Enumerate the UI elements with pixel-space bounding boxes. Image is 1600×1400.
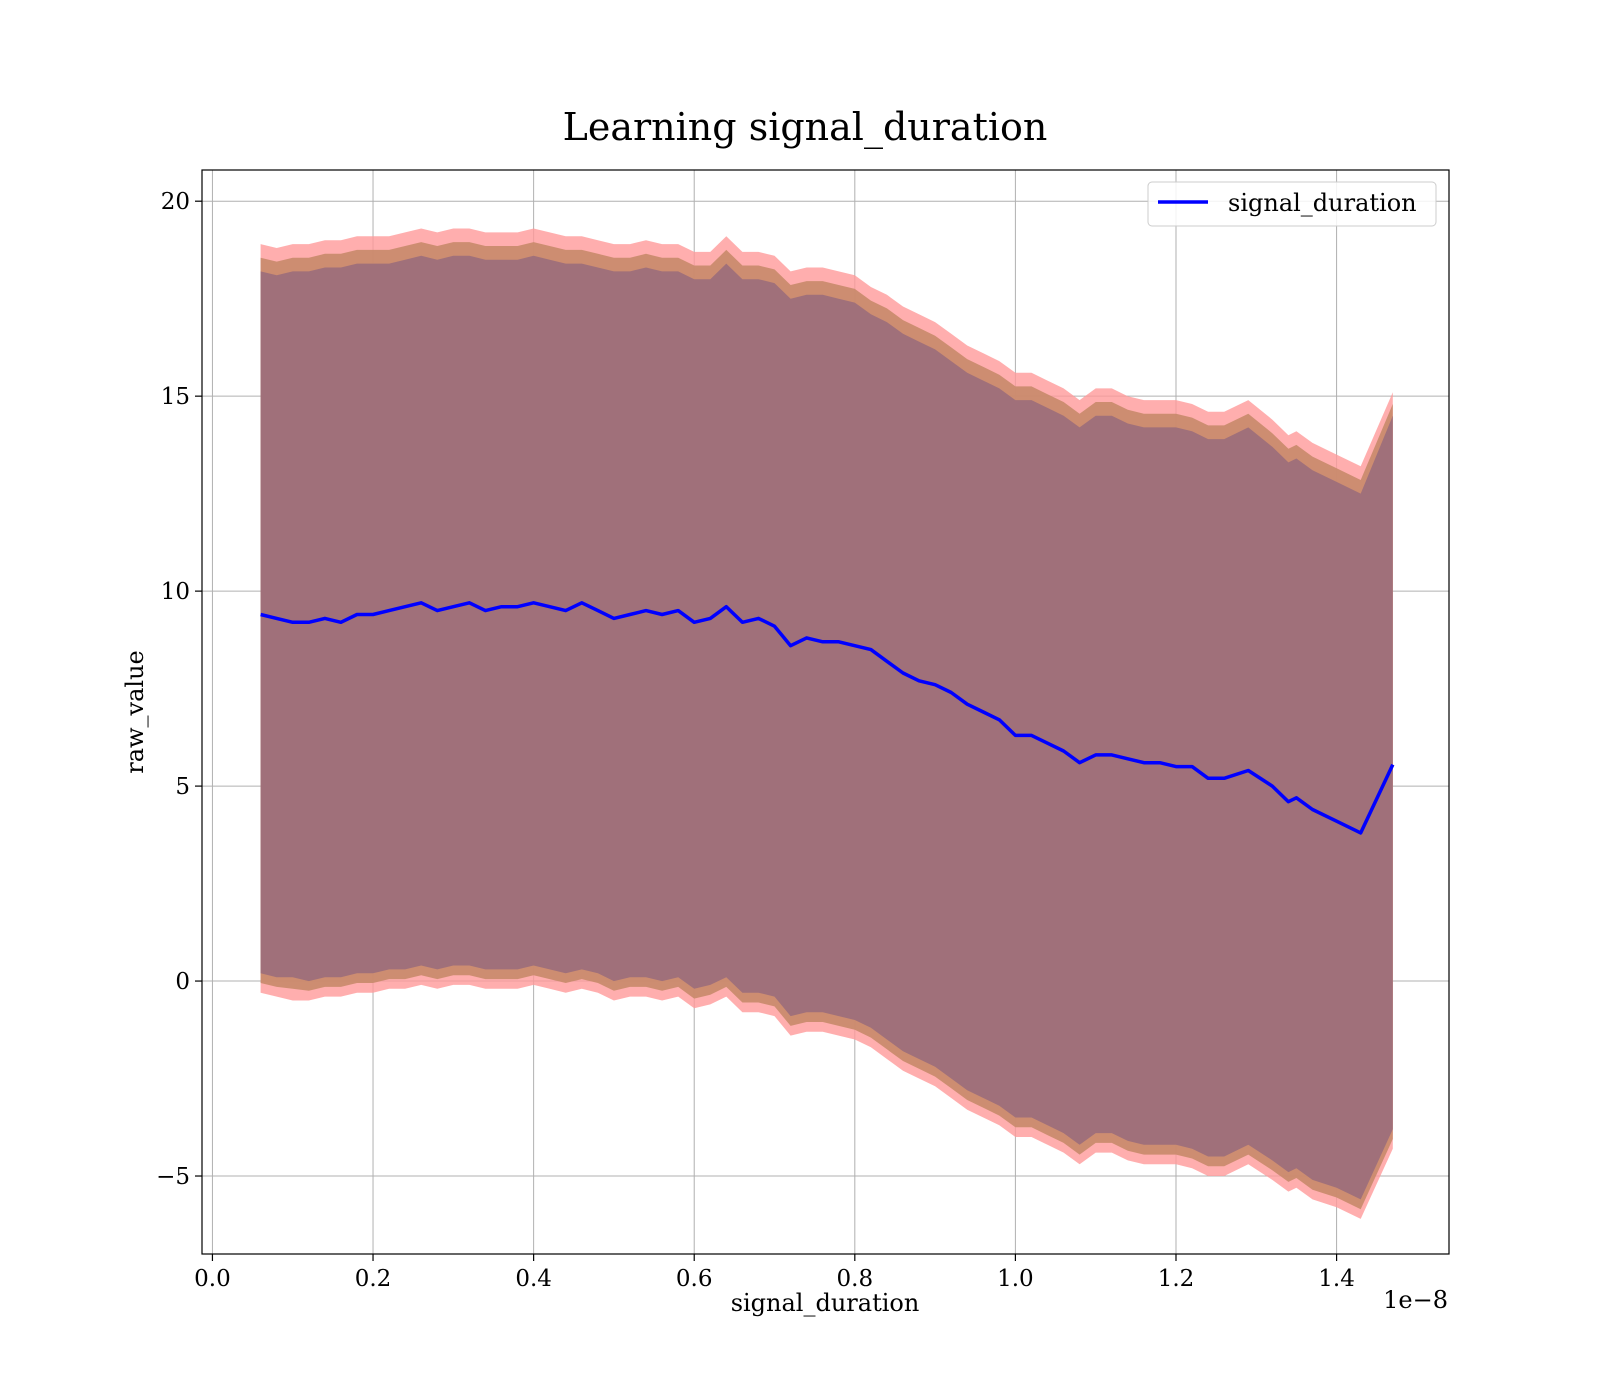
x-tick-label: 1.4 <box>1318 1266 1355 1292</box>
y-tick-label: 10 <box>161 579 190 605</box>
legend-box <box>1147 181 1437 227</box>
series-line-layer <box>260 601 1395 835</box>
x-tick-label: 1.2 <box>1158 1266 1195 1292</box>
x-axis-offset-label: 1e−8 <box>1383 1286 1448 1314</box>
plot-frame <box>201 169 1450 1255</box>
x-tick-label: 1.0 <box>997 1266 1034 1292</box>
y-tick-label: 5 <box>175 774 190 800</box>
x-axis-label: signal_duration <box>731 1289 920 1317</box>
y-tick-label: 0 <box>175 969 190 995</box>
y-tick-label: −5 <box>156 1164 190 1190</box>
confidence-bands <box>260 228 1393 1219</box>
y-tick-label: 15 <box>161 384 190 410</box>
x-tick-label: 0.8 <box>837 1266 874 1292</box>
legend: signal_duration <box>1147 181 1437 227</box>
x-tick-label: 0.2 <box>355 1266 392 1292</box>
chart-title: Learning signal_duration <box>563 105 1048 150</box>
legend-entry-signal-duration: signal_duration <box>1228 189 1417 217</box>
x-tick-label: 0.6 <box>676 1266 713 1292</box>
y-axis-ticks: −5 0 5 10 15 20 <box>156 189 202 1190</box>
x-tick-label: 0.0 <box>194 1266 231 1292</box>
y-tick-label: 20 <box>161 189 190 215</box>
series-line-signal-duration <box>260 601 1395 835</box>
x-tick-label: 0.4 <box>515 1266 552 1292</box>
inner-band <box>260 255 1393 1200</box>
x-axis-ticks: 0.0 0.2 0.4 0.6 0.8 1.0 1.2 1.4 <box>194 1254 1355 1292</box>
y-axis-label: raw_value <box>121 650 149 774</box>
